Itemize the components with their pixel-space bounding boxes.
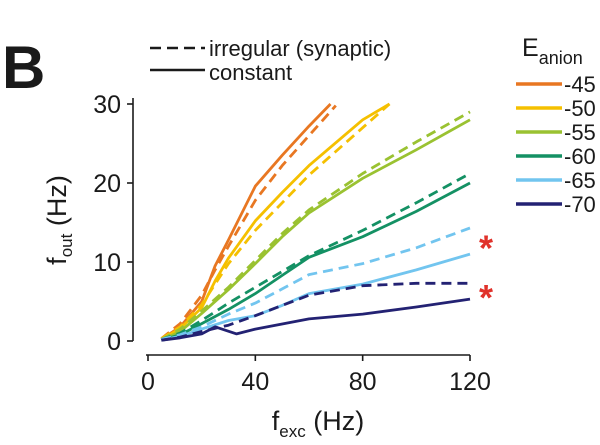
series-line-constant-minus-50 [160,102,391,341]
significance-asterisk: * [479,227,493,268]
color-legend-label: -60 [564,144,596,169]
color-legend-label: -70 [564,192,596,217]
series-line-irregular-minus-45 [160,104,337,340]
series-line-irregular-minus-50 [160,102,391,340]
panel-label: B [2,34,45,101]
color-legend-label: -65 [564,168,596,193]
x-tick-label: 40 [241,368,269,396]
color-legend-title: Eanion [522,34,583,68]
color-legend-label: -45 [564,72,596,97]
series-line-constant-minus-60 [161,181,471,342]
series-line-constant-minus-65 [161,252,471,342]
style-legend: irregular (synaptic) constant [150,36,391,85]
series-line-irregular-minus-70 [161,281,470,342]
series-line-constant-minus-55 [160,118,471,342]
series-line-irregular-minus-65 [161,226,471,341]
x-tick-label: 120 [449,368,491,396]
style-legend-dashed-label: irregular (synaptic) [209,36,391,61]
significance-asterisk: * [479,277,493,318]
series-line-irregular-minus-55 [160,110,471,341]
style-legend-solid-label: constant [209,60,292,85]
series-line-irregular-minus-60 [160,172,471,341]
y-tick-label: 30 [93,91,121,119]
color-legend-label: -55 [564,120,596,145]
y-axis-label: fout (Hz) [42,175,76,265]
series-line-constant-minus-70 [161,297,471,342]
x-tick-label: 0 [141,368,155,396]
color-legend-label: -50 [564,96,596,121]
y-tick-label: 10 [93,249,121,277]
y-tick-label: 20 [93,170,121,198]
x-axis-label: fexc (Hz) [272,406,364,441]
x-tick-label: 80 [349,368,377,396]
y-tick-label: 0 [107,328,121,356]
